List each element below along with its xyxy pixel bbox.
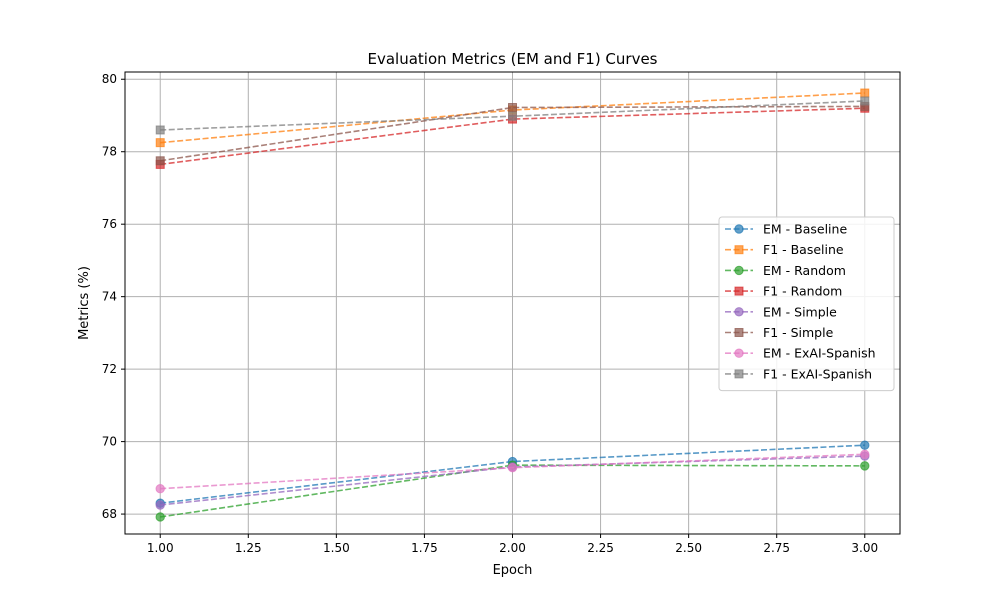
legend-entry: EM - Simple: [725, 304, 837, 319]
data-point: [508, 103, 517, 113]
data-point: [860, 96, 870, 106]
y-tick-label: 68: [102, 507, 117, 521]
legend-marker: [734, 224, 744, 234]
chart-title: Evaluation Metrics (EM and F1) Curves: [367, 50, 657, 68]
series-line: [160, 107, 865, 166]
series-em-exai-spanish: [155, 449, 870, 494]
legend-entry: EM - Baseline: [725, 222, 847, 237]
x-tick-label: 2.25: [587, 541, 614, 555]
legend-label: F1 - Baseline: [763, 242, 844, 257]
legend-marker: [734, 307, 744, 317]
legend-marker: [734, 348, 744, 358]
y-tick-label: 78: [102, 145, 117, 159]
data-point: [860, 461, 870, 471]
data-point: [155, 125, 165, 135]
y-axis-ticks: 68 70 72 74 76 78 80: [102, 72, 125, 521]
y-tick-label: 76: [102, 217, 117, 231]
legend-label: EM - Random: [763, 263, 846, 278]
y-tick-label: 72: [102, 362, 117, 376]
data-point: [860, 440, 870, 450]
data-point: [155, 138, 165, 148]
legend-entry: F1 - Random: [725, 284, 842, 299]
data-point: [508, 111, 517, 121]
series-f1-exai-spanish: [155, 96, 870, 135]
data-point: [860, 449, 870, 459]
data-point: [155, 512, 165, 522]
data-point: [155, 500, 165, 510]
legend-entry: EM - Random: [725, 263, 846, 278]
x-tick-label: 1.75: [411, 541, 438, 555]
series-line: [160, 444, 865, 504]
x-tick-label: 1.25: [235, 541, 262, 555]
legend-label: F1 - Simple: [763, 325, 834, 340]
legend-label: EM - Simple: [763, 304, 837, 319]
legend-entry: F1 - ExAI-Spanish: [725, 366, 872, 381]
legend-entry: EM - ExAI-Spanish: [725, 346, 876, 361]
x-tick-label: 1.50: [323, 541, 350, 555]
x-axis-ticks: 1.00 1.25 1.50 1.75 2.00 2.25 2.50 2.75 3.00: [147, 534, 878, 555]
legend-marker: [734, 328, 744, 337]
data-point: [155, 484, 165, 494]
legend-marker: [734, 265, 744, 276]
legend-marker: [734, 286, 744, 296]
y-tick-label: 74: [102, 290, 117, 304]
legend-marker: [734, 245, 744, 255]
x-axis-label: Epoch: [493, 563, 533, 578]
x-tick-label: 3.00: [851, 541, 878, 555]
legend-entry: F1 - Simple: [725, 325, 834, 340]
y-tick-label: 80: [102, 72, 117, 86]
y-tick-label: 70: [102, 435, 117, 449]
legend-label: EM - ExAI-Spanish: [763, 346, 876, 361]
y-axis-label: Metrics (%): [77, 266, 92, 340]
legend-marker: [734, 369, 744, 379]
legend-box: [718, 216, 895, 392]
x-tick-label: 1.00: [147, 541, 174, 555]
x-tick-label: 2.75: [763, 541, 790, 555]
x-tick-label: 2.00: [499, 541, 526, 555]
legend-label: F1 - ExAI-Spanish: [763, 366, 872, 381]
series-layer: [155, 88, 870, 522]
data-point: [507, 462, 518, 473]
data-point: [155, 156, 165, 166]
legend-label: F1 - Random: [763, 284, 842, 299]
legend-entry: F1 - Baseline: [725, 242, 844, 257]
series-line: [160, 464, 865, 518]
legend-label: EM - Baseline: [763, 222, 847, 237]
legend: EM - Baseline F1 - Baseline EM - Random F1 …: [718, 216, 895, 392]
x-tick-label: 2.50: [675, 541, 702, 555]
data-point: [860, 88, 870, 98]
